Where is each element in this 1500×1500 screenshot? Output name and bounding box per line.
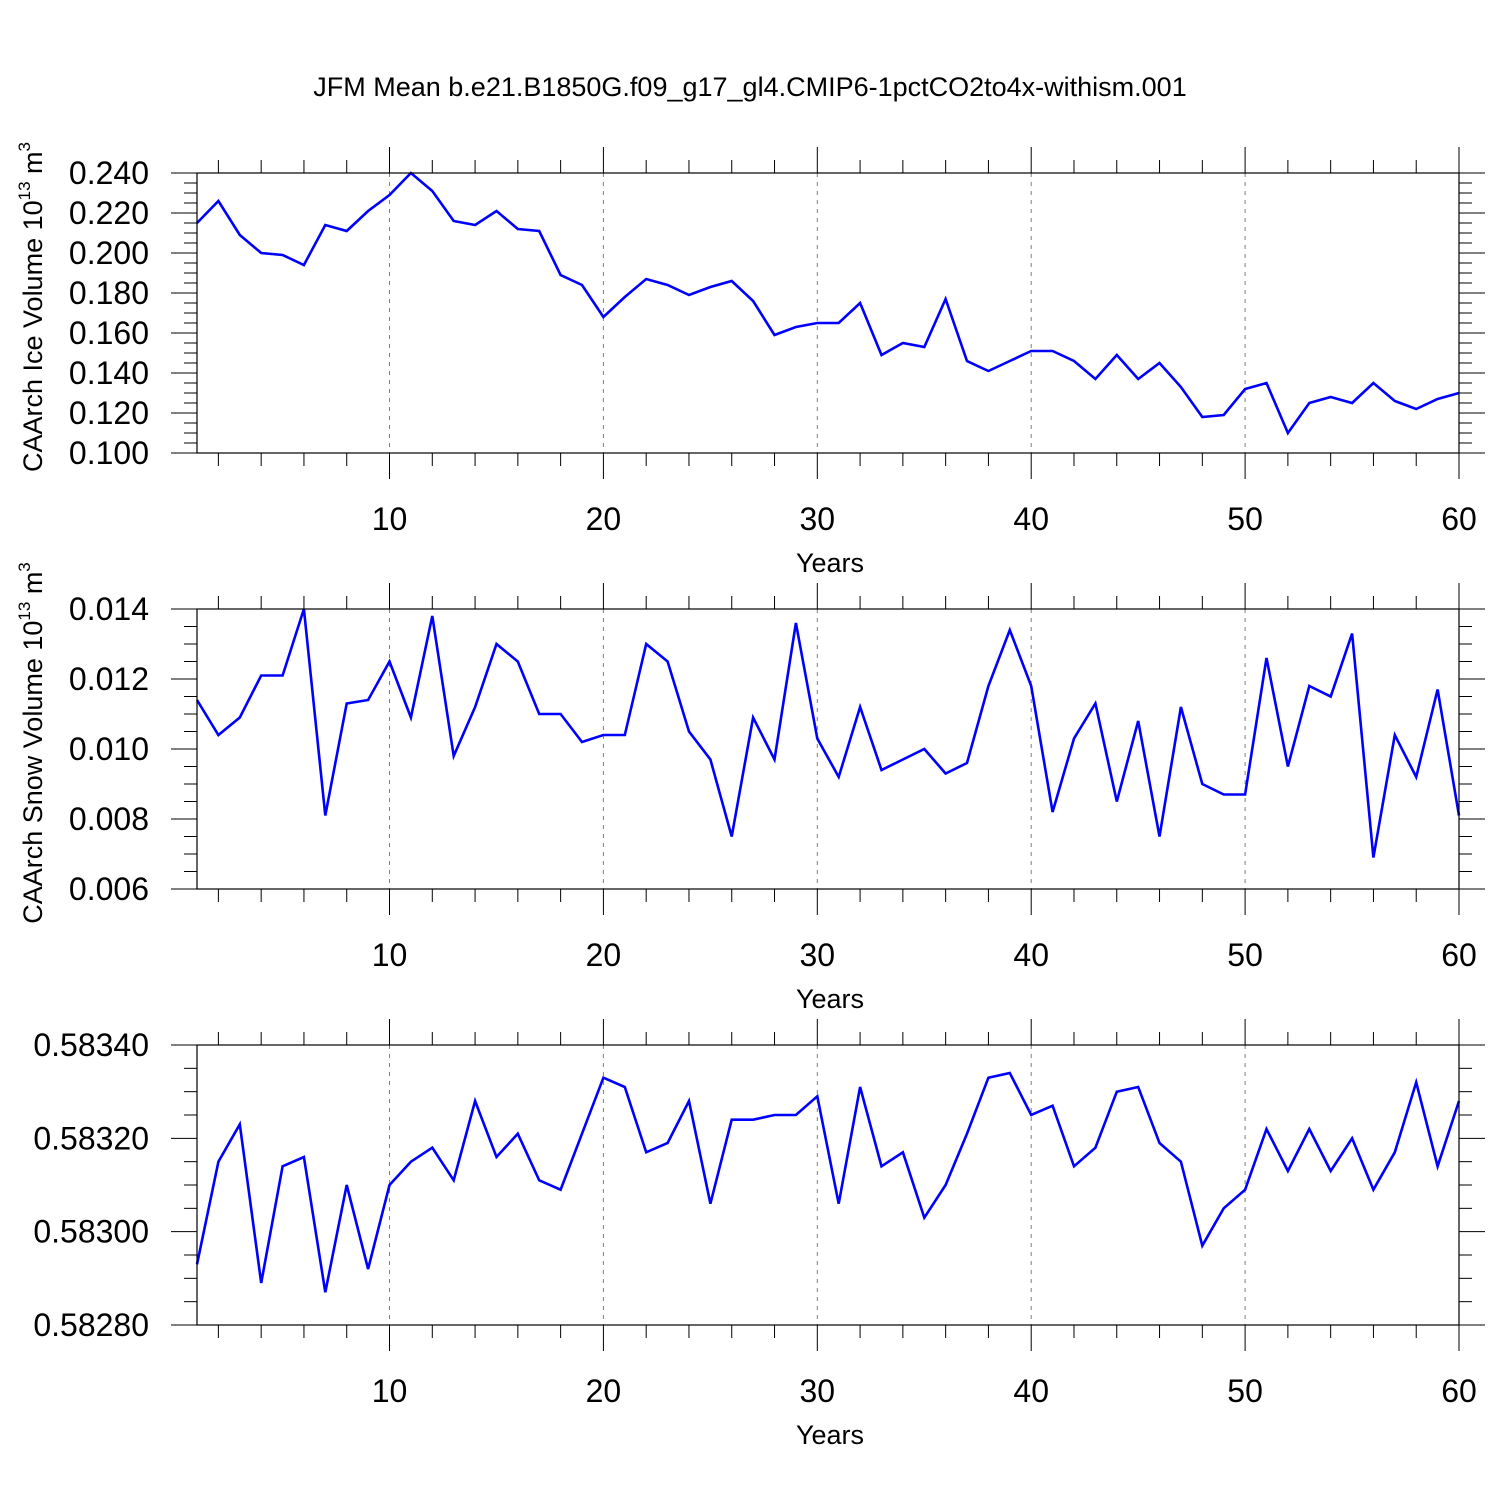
- x-tick-label: 40: [1013, 501, 1049, 537]
- y-tick-label: 0.58340: [33, 1027, 149, 1063]
- chart-panel-2: 10 20 30 40 50 60 0.006 0.008 0.010 0.012 0.014 Yea…: [15, 562, 1485, 1014]
- x-axis-label: Years: [796, 984, 864, 1014]
- x-axis-label: Years: [796, 1420, 864, 1450]
- y-tick-label: 0.160: [69, 315, 149, 351]
- chart-title: JFM Mean b.e21.B1850G.f09_g17_gl4.CMIP6-…: [313, 72, 1187, 102]
- y-tick-label: 0.58320: [33, 1120, 149, 1156]
- x-tick-label: 40: [1013, 937, 1049, 973]
- y-tick-label: 0.100: [69, 435, 149, 471]
- x-tick-label: 30: [800, 937, 836, 973]
- plot-frame: [196, 608, 1460, 890]
- y-axis-label: CAArch Snow Volume 1013 m3: [15, 562, 48, 924]
- x-axis-label: Years: [796, 548, 864, 578]
- y-tick-label: 0.010: [69, 731, 149, 767]
- x-tick-label: 60: [1441, 1373, 1477, 1409]
- x-tick-label: 20: [586, 937, 622, 973]
- plot-frame: [196, 172, 1460, 454]
- x-tick-label: 30: [800, 501, 836, 537]
- series-line: [196, 171, 1460, 436]
- x-tick-label: 20: [586, 1373, 622, 1409]
- x-tick-label: 30: [800, 1373, 836, 1409]
- y-axis-label: CAArch Ice Volume 1013 m3: [15, 142, 48, 472]
- chart-panel-3: 10 20 30 40 50 60 0.58280 0.58300 0.58320 0.58340…: [33, 1019, 1485, 1450]
- y-tick-label: 0.014: [69, 591, 149, 627]
- series-line: [195, 1071, 1461, 1293]
- y-tick-label: 0.180: [69, 275, 149, 311]
- x-tick-label: 10: [372, 1373, 408, 1409]
- chart-panel-1: 10 20 30 40 50 60 0.100 0.120 0.140 0.160 0.180 0.2…: [15, 142, 1485, 578]
- x-tick-label: 50: [1227, 501, 1263, 537]
- y-tick-label: 0.240: [69, 155, 149, 191]
- y-tick-label: 0.220: [69, 195, 149, 231]
- x-tick-label: 10: [372, 501, 408, 537]
- x-tick-label: 50: [1227, 937, 1263, 973]
- y-tick-label: 0.006: [69, 871, 149, 907]
- y-tick-label: 0.140: [69, 355, 149, 391]
- y-tick-label: 0.008: [69, 801, 149, 837]
- y-tick-label: 0.120: [69, 395, 149, 431]
- x-tick-label: 60: [1441, 501, 1477, 537]
- x-tick-label: 60: [1441, 937, 1477, 973]
- y-tick-label: 0.200: [69, 235, 149, 271]
- y-tick-label: 0.012: [69, 661, 149, 697]
- x-tick-label: 40: [1013, 1373, 1049, 1409]
- plot-frame: [196, 1044, 1460, 1326]
- x-tick-label: 50: [1227, 1373, 1263, 1409]
- series-line: [195, 608, 1461, 858]
- y-tick-label: 0.58280: [33, 1307, 149, 1343]
- x-tick-label: 20: [586, 501, 622, 537]
- x-tick-label: 10: [372, 937, 408, 973]
- y-tick-label: 0.58300: [33, 1214, 149, 1250]
